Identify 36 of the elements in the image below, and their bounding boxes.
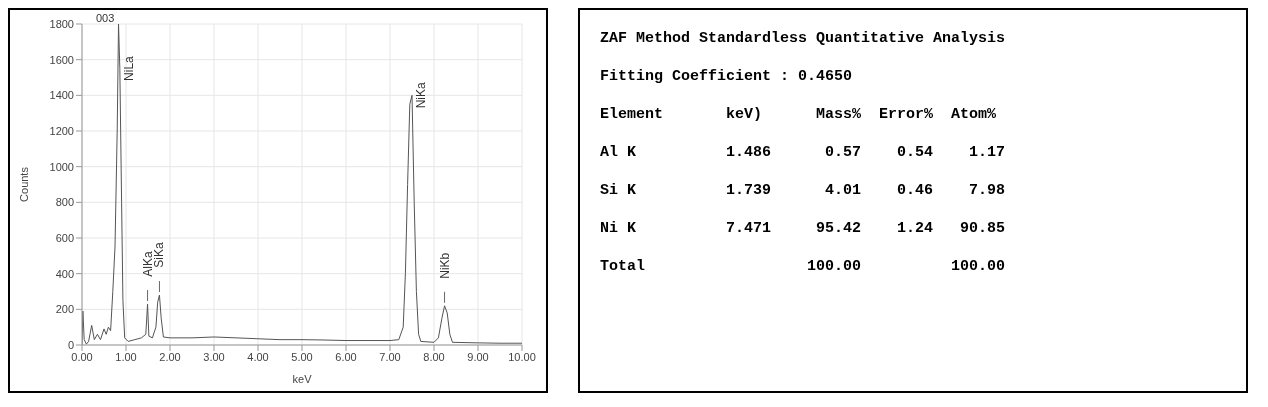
- x-tick-label: 9.00: [467, 350, 489, 363]
- x-tick-label: 0.00: [71, 350, 93, 363]
- text: Element keV) Mass% Error% Atom%: [600, 105, 998, 125]
- text: Si K 1.739 4.01 0.46 7.98: [600, 181, 1007, 201]
- text: Ni K 7.471 95.42 1.24 90.85: [600, 219, 1007, 239]
- annotation: NiLa: [121, 55, 136, 81]
- y-tick-label: 400: [55, 267, 74, 280]
- y-tick-label: 1400: [49, 89, 74, 102]
- annotation: SiKa: [152, 242, 167, 268]
- x-tick-label: 6.00: [335, 350, 357, 363]
- x-tick-label: 2.00: [159, 350, 181, 363]
- x-tick-label: 3.00: [203, 350, 225, 363]
- x-tick-label: 10.00: [508, 350, 536, 363]
- x-tick-label: 7.00: [379, 350, 401, 363]
- text: Fitting Coefficient : 0.4650: [600, 67, 854, 87]
- y-tick-label: 1000: [49, 160, 74, 173]
- x-axis-title: keV: [292, 373, 313, 385]
- text: Al K 1.486 0.57 0.54 1.17: [600, 143, 1007, 163]
- chart-title: 003: [96, 12, 115, 24]
- y-tick-label: 1800: [49, 17, 74, 30]
- x-tick-label: 4.00: [247, 350, 269, 363]
- annotation: NiKa: [414, 82, 428, 109]
- y-axis-title: Counts: [17, 166, 30, 202]
- annotation: AlKa: [140, 250, 155, 277]
- text: Total 100.00 100.00: [600, 257, 1007, 277]
- x-tick-label: 8.00: [423, 350, 445, 363]
- y-tick-label: 1600: [49, 53, 74, 66]
- annotation: NiKb: [437, 252, 452, 279]
- x-tick-label: 1.00: [115, 350, 137, 363]
- y-tick-label: 0: [67, 338, 74, 351]
- y-tick-label: 200: [55, 303, 74, 316]
- y-tick-label: 800: [55, 196, 74, 209]
- text: ZAF Method Standardless Quantitative Analysis: [600, 29, 1007, 49]
- x-tick-label: 5.00: [291, 350, 313, 363]
- y-tick-label: 1200: [49, 124, 74, 137]
- y-tick-label: 600: [55, 231, 74, 244]
